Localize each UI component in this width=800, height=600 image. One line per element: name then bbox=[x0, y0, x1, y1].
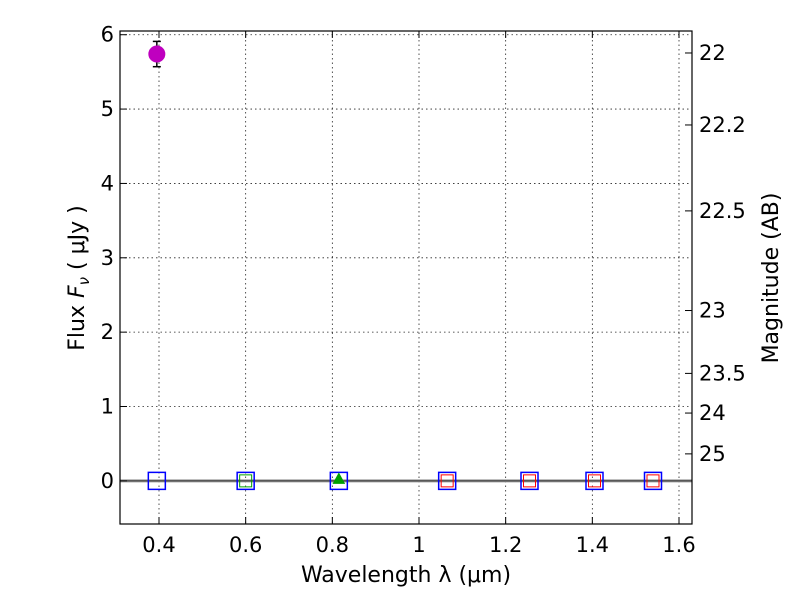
y2-tick-labels: 22 22.2 22.5 23 23.5 24 25 bbox=[699, 41, 746, 466]
x-axis-label: Wavelength λ (μm) bbox=[301, 563, 511, 588]
y-axis-label: Flux Fν ( μJy ) bbox=[65, 205, 93, 350]
tick-marks bbox=[120, 31, 692, 524]
x-tick-label: 0.8 bbox=[316, 533, 349, 557]
y2-tick-label: 25 bbox=[699, 442, 726, 466]
y2-tick-label: 22.5 bbox=[699, 199, 746, 223]
detection-point bbox=[148, 45, 166, 63]
model-square-blue bbox=[520, 471, 539, 491]
y2-tick-label: 23.5 bbox=[699, 361, 746, 385]
grid bbox=[120, 31, 692, 524]
model-square-red bbox=[523, 474, 536, 488]
y-axis-label-suffix: ( μJy ) bbox=[65, 205, 90, 277]
y-axis-label-prefix: Flux bbox=[65, 298, 90, 351]
data-marks bbox=[147, 40, 663, 491]
model-square-blue bbox=[585, 471, 604, 491]
upper-limit-triangle bbox=[332, 472, 346, 484]
y-tick-label: 0 bbox=[101, 469, 114, 493]
model-square-blue bbox=[437, 471, 457, 491]
x-tick-label: 1 bbox=[412, 533, 425, 557]
model-square-red bbox=[588, 474, 601, 488]
model-square-green bbox=[239, 474, 253, 488]
y-tick-label: 6 bbox=[101, 23, 114, 47]
model-square-red bbox=[646, 474, 660, 488]
y-tick-label: 2 bbox=[101, 320, 114, 344]
y-axis-label-sub: ν bbox=[75, 277, 93, 285]
x-tick-labels: 0.4 0.6 0.8 1 1.2 1.4 1.6 bbox=[142, 533, 695, 557]
y2-tick-label: 23 bbox=[699, 299, 726, 323]
y2-tick-label: 22.2 bbox=[699, 113, 746, 137]
x-tick-label: 0.4 bbox=[142, 533, 175, 557]
y-tick-label: 4 bbox=[101, 171, 114, 195]
model-square-blue bbox=[236, 471, 255, 491]
model-square-blue bbox=[643, 471, 663, 491]
y-axis-label-var: F bbox=[65, 285, 90, 298]
y2-axis-label: Magnitude (AB) bbox=[759, 193, 784, 364]
x-tick-label: 1.2 bbox=[489, 533, 522, 557]
x-tick-label: 1.6 bbox=[662, 533, 695, 557]
x-tick-label: 0.6 bbox=[229, 533, 262, 557]
y2-tick-label: 22 bbox=[699, 41, 726, 65]
y-tick-label: 3 bbox=[101, 246, 114, 270]
y2-tick-label: 24 bbox=[699, 401, 726, 425]
y-tick-labels: 0 1 2 3 4 5 6 bbox=[101, 23, 114, 493]
model-square-red bbox=[440, 474, 454, 488]
plot-frame bbox=[119, 30, 693, 525]
model-square-blue bbox=[147, 471, 167, 491]
x-tick-label: 1.4 bbox=[576, 533, 609, 557]
y-tick-label: 5 bbox=[101, 97, 114, 121]
y-tick-label: 1 bbox=[101, 395, 114, 419]
